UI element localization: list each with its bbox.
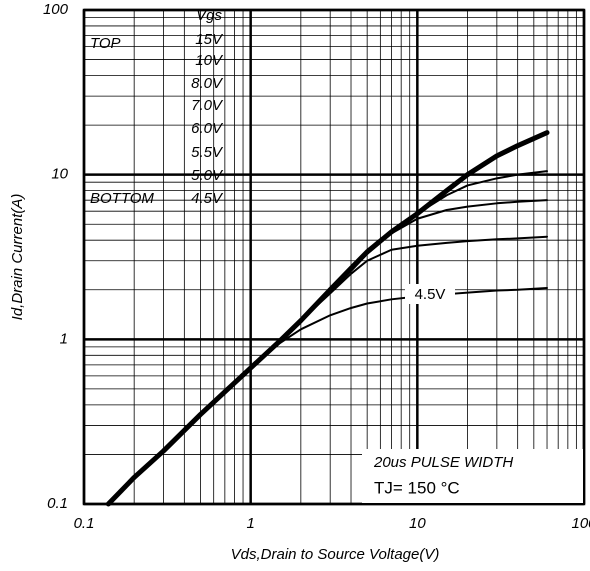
annotation-bg	[405, 284, 455, 304]
plot-frame	[82, 8, 586, 506]
x-tick-label: 1	[246, 515, 254, 532]
curve	[107, 286, 549, 505]
legend-item: 10V	[195, 52, 224, 69]
grid	[82, 8, 586, 506]
legend-item: 6.0V	[191, 120, 224, 137]
legend-item: 7.0V	[191, 97, 224, 114]
note-line: 20us PULSE WIDTH	[373, 454, 513, 471]
legend-item: 15V	[195, 31, 224, 48]
x-axis-label: Vds,Drain to Source Voltage(V)	[231, 546, 440, 563]
legend-item: 5.5V	[191, 144, 224, 161]
legend-item: 5.0V	[191, 167, 224, 184]
curves	[105, 130, 550, 507]
x-tick-label: 10	[409, 515, 426, 532]
legend-title: Vgs	[196, 7, 222, 24]
y-tick-label: 0.1	[47, 495, 68, 512]
note-line: TJ= 150 °C	[374, 478, 460, 497]
y-tick-label: 100	[43, 1, 69, 18]
legend-item: 4.5V	[191, 190, 224, 207]
legend-item: 8.0V	[191, 75, 224, 92]
overlay: 0.1 1 10 100 0.1 1 10 100 Vgs TOP 15V 10V 8.0V 7.0V 6.…	[43, 1, 590, 532]
x-tick-label: 0.1	[74, 515, 95, 532]
curve	[105, 130, 550, 507]
y-tick-label: 10	[51, 166, 68, 183]
y-axis-label: Id,Drain Current(A)	[9, 194, 26, 321]
legend-top: TOP	[90, 35, 121, 52]
x-tick-label: 100	[571, 515, 590, 532]
legend-bottom: BOTTOM	[90, 190, 154, 207]
note-box	[362, 449, 583, 503]
curve-annotation: 4.5V	[415, 286, 446, 303]
y-tick-label: 1	[60, 330, 68, 347]
